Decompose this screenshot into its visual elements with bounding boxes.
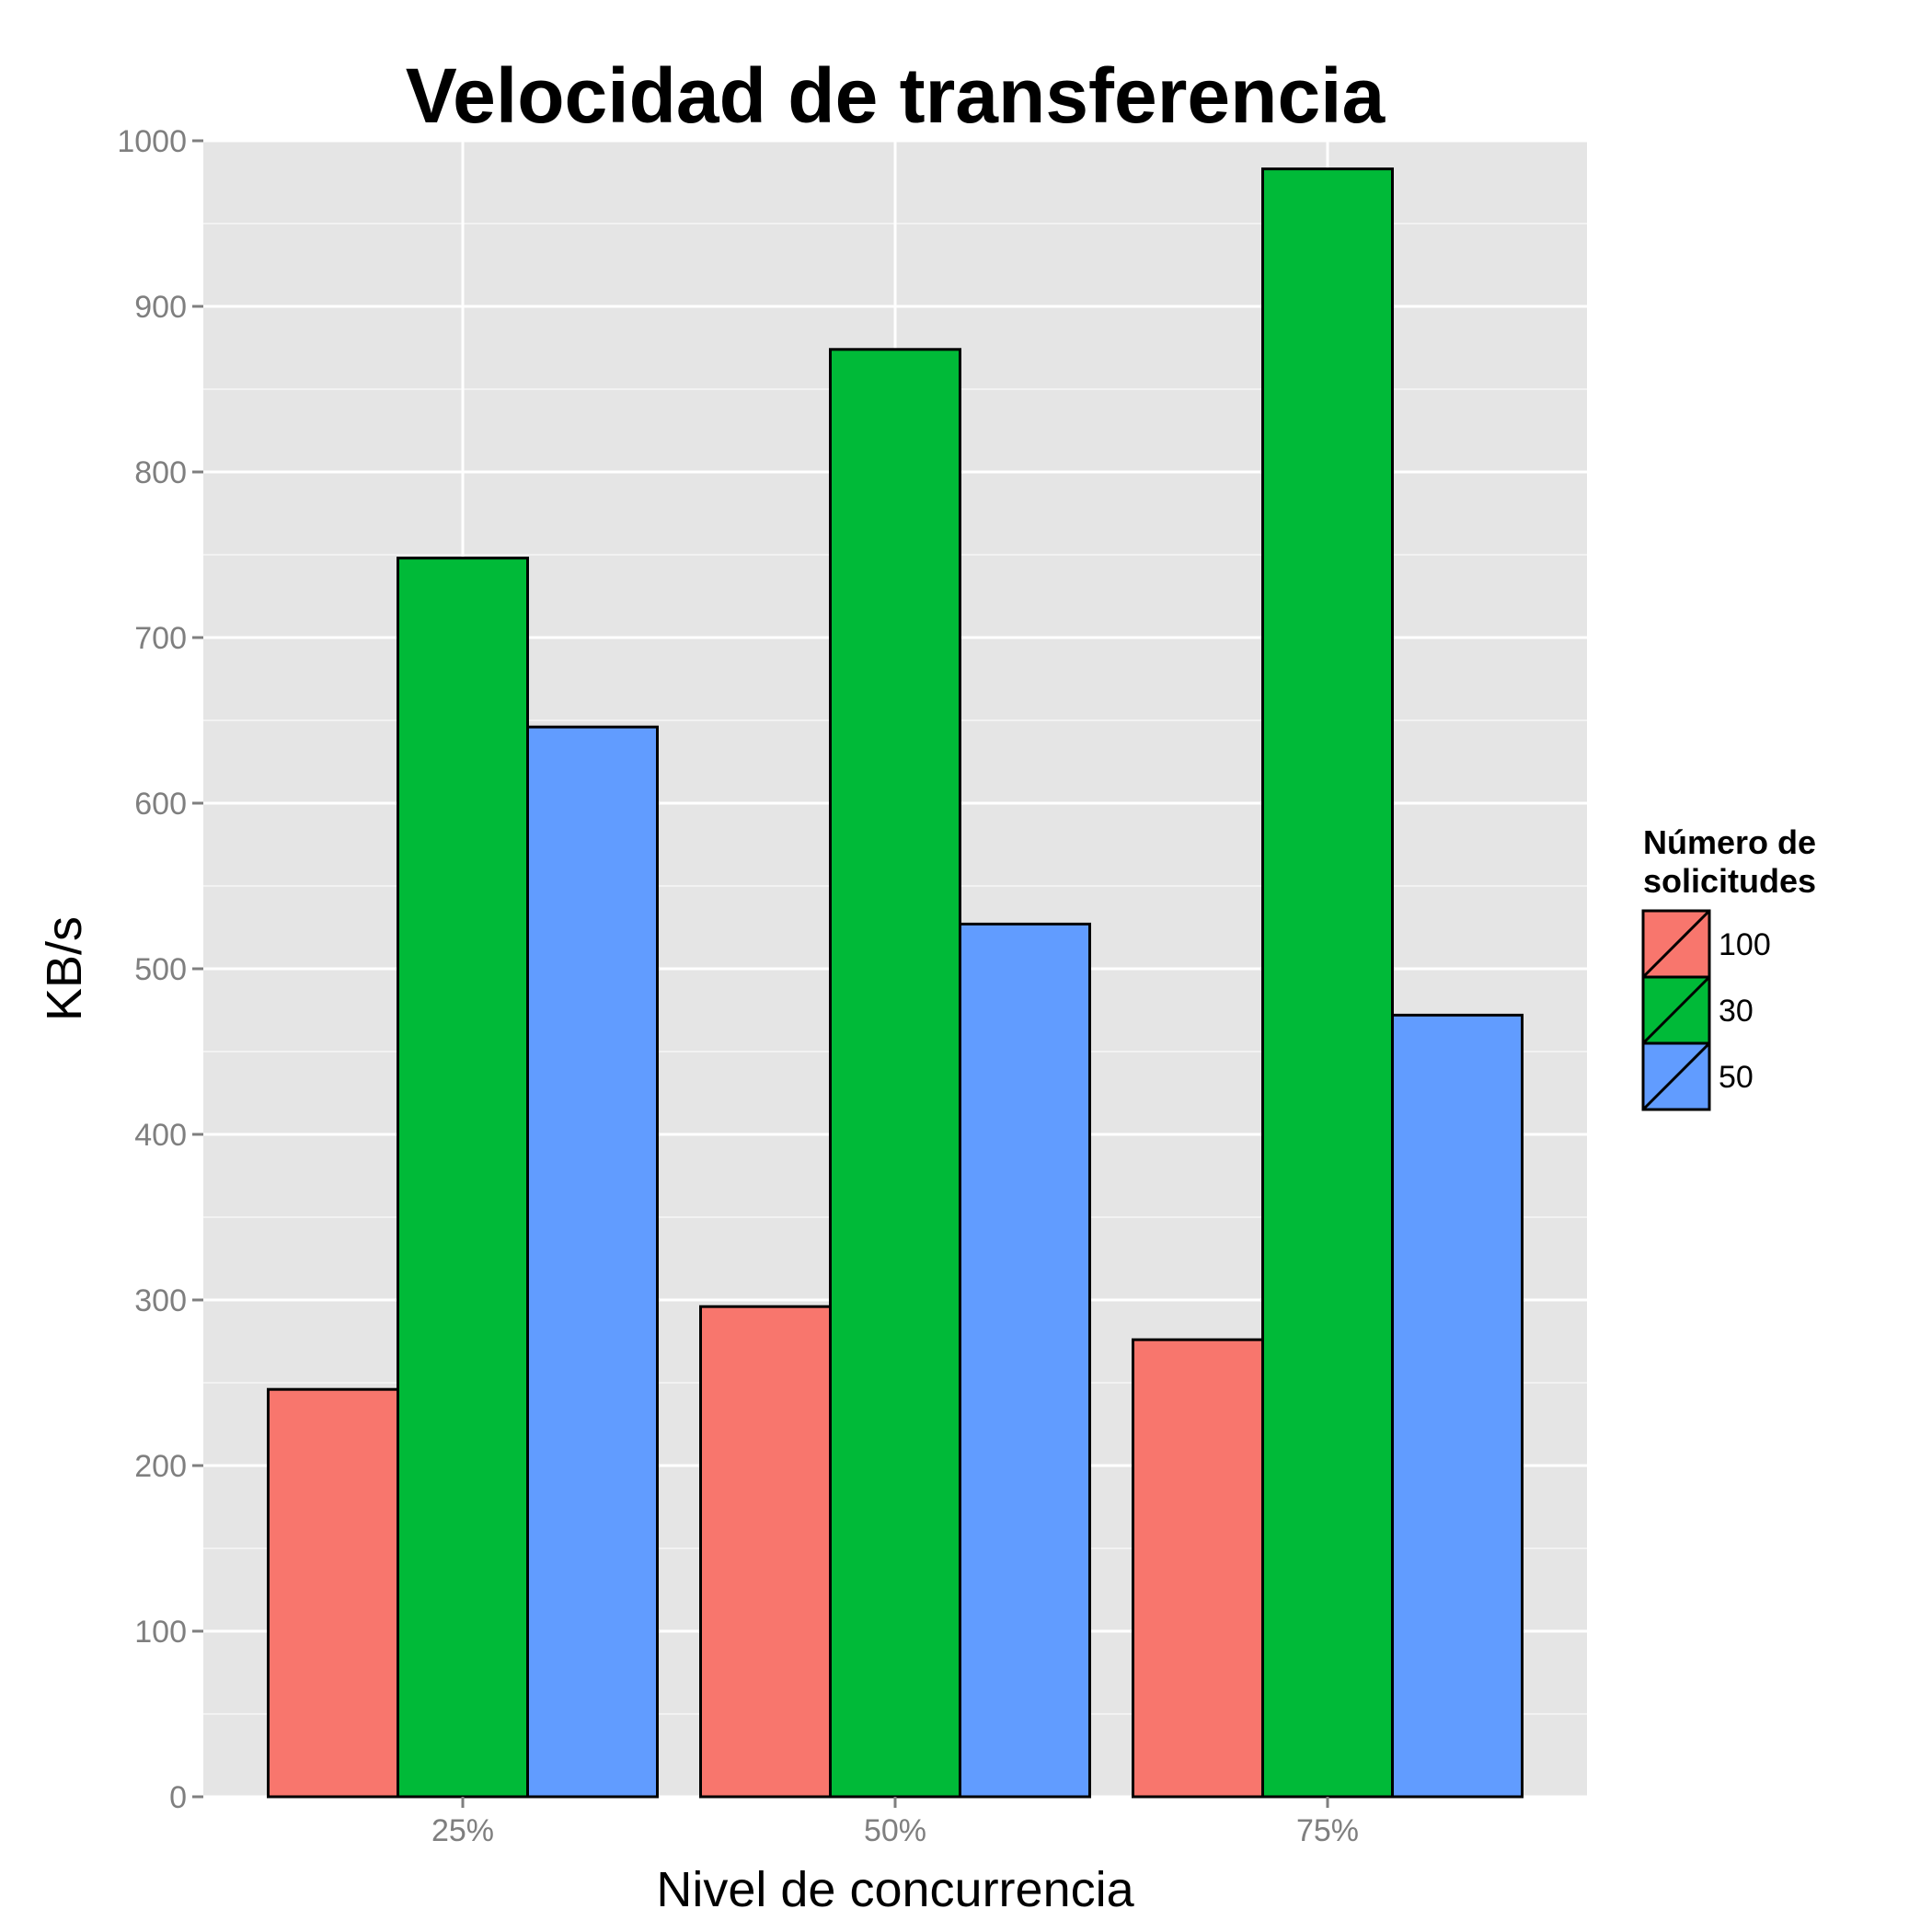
legend-title-line-2: solicitudes	[1643, 862, 1816, 900]
y-tick-label: 300	[134, 1283, 187, 1318]
legend-label: 100	[1719, 927, 1771, 962]
y-tick-label: 700	[134, 621, 187, 656]
x-tick-label: 25%	[431, 1813, 494, 1848]
legend-label: 30	[1719, 994, 1754, 1029]
bar	[267, 1387, 399, 1799]
chart-title: Velocidad de transferencia	[406, 52, 1386, 139]
y-tick-label: 800	[134, 455, 187, 490]
y-axis-title: KB/s	[37, 916, 92, 1021]
y-tick-label: 100	[134, 1615, 187, 1650]
legend-key-slash	[1641, 909, 1711, 979]
bar	[526, 725, 659, 1799]
y-tick-label: 600	[134, 787, 187, 822]
bar	[1391, 1013, 1524, 1799]
bar	[1132, 1338, 1264, 1799]
legend-items: 100 30 50	[1641, 909, 1771, 1111]
y-tick-label: 1000	[117, 124, 187, 159]
bar	[397, 557, 529, 1799]
x-tick-label: 75%	[1296, 1813, 1359, 1848]
bar	[699, 1305, 832, 1799]
y-tick-label: 200	[134, 1449, 187, 1484]
y-tick-label: 900	[134, 290, 187, 325]
x-tick-label: 50%	[864, 1813, 926, 1848]
bar	[1261, 167, 1394, 1799]
y-tick-label: 500	[134, 952, 187, 987]
x-axis: 25% 50% 75%	[431, 1797, 1359, 1848]
x-axis-title: Nivel de concurrencia	[656, 1862, 1134, 1917]
legend-key-slash	[1641, 1041, 1711, 1111]
bars	[267, 167, 1524, 1799]
y-tick-label: 400	[134, 1118, 187, 1153]
y-axis: 0 100 200 300 400 500 600 700 800 900 1000	[117, 124, 203, 1815]
bar	[829, 348, 961, 1799]
legend-label: 50	[1719, 1060, 1754, 1095]
legend-title-line-1: Número de	[1643, 823, 1816, 861]
legend: Número de solicitudes 100 30 50	[1641, 823, 1816, 1111]
bar	[959, 922, 1091, 1799]
legend-key-slash	[1641, 975, 1711, 1045]
y-tick-label: 0	[169, 1780, 187, 1815]
